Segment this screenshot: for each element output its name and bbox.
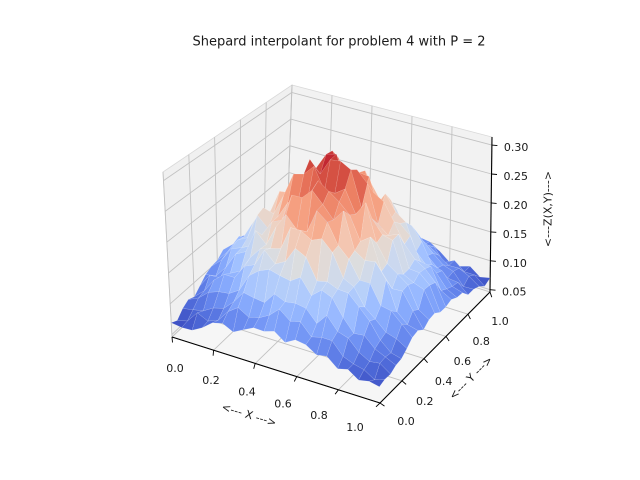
tick-labels: 0.00.20.40.60.81.0 0.00.20.40.60.81.00.05… bbox=[166, 141, 528, 434]
svg-text:0.8: 0.8 bbox=[472, 335, 490, 348]
svg-text:0.0: 0.0 bbox=[166, 362, 184, 375]
svg-text:0.30: 0.30 bbox=[504, 141, 529, 154]
svg-text:0.20: 0.20 bbox=[503, 199, 527, 212]
svg-text:0.4: 0.4 bbox=[238, 386, 256, 399]
z-axis-label: <---Z(X,Y)---> bbox=[541, 170, 555, 248]
svg-text:0.6: 0.6 bbox=[454, 355, 472, 368]
y-axis-line bbox=[379, 291, 491, 404]
surface bbox=[170, 150, 491, 388]
x-axis-line bbox=[171, 336, 381, 404]
svg-text:0.05: 0.05 bbox=[502, 286, 527, 299]
svg-text:0.2: 0.2 bbox=[416, 395, 434, 408]
svg-text:1.0: 1.0 bbox=[346, 421, 364, 434]
chart-title: Shepard interpolant for problem 4 with P… bbox=[192, 34, 486, 50]
axis-lines bbox=[171, 136, 493, 404]
svg-text:0.0: 0.0 bbox=[397, 415, 415, 428]
svg-text:0.25: 0.25 bbox=[504, 170, 529, 183]
svg-text:0.6: 0.6 bbox=[274, 397, 292, 410]
svg-text:1.0: 1.0 bbox=[491, 315, 509, 328]
z-axis-line bbox=[489, 136, 493, 293]
svg-text:0.2: 0.2 bbox=[202, 374, 220, 387]
svg-text:0.15: 0.15 bbox=[503, 228, 528, 241]
svg-text:0.4: 0.4 bbox=[435, 375, 453, 388]
svg-text:0.8: 0.8 bbox=[310, 409, 328, 422]
svg-text:0.10: 0.10 bbox=[502, 257, 527, 270]
tick-marks bbox=[171, 144, 498, 408]
